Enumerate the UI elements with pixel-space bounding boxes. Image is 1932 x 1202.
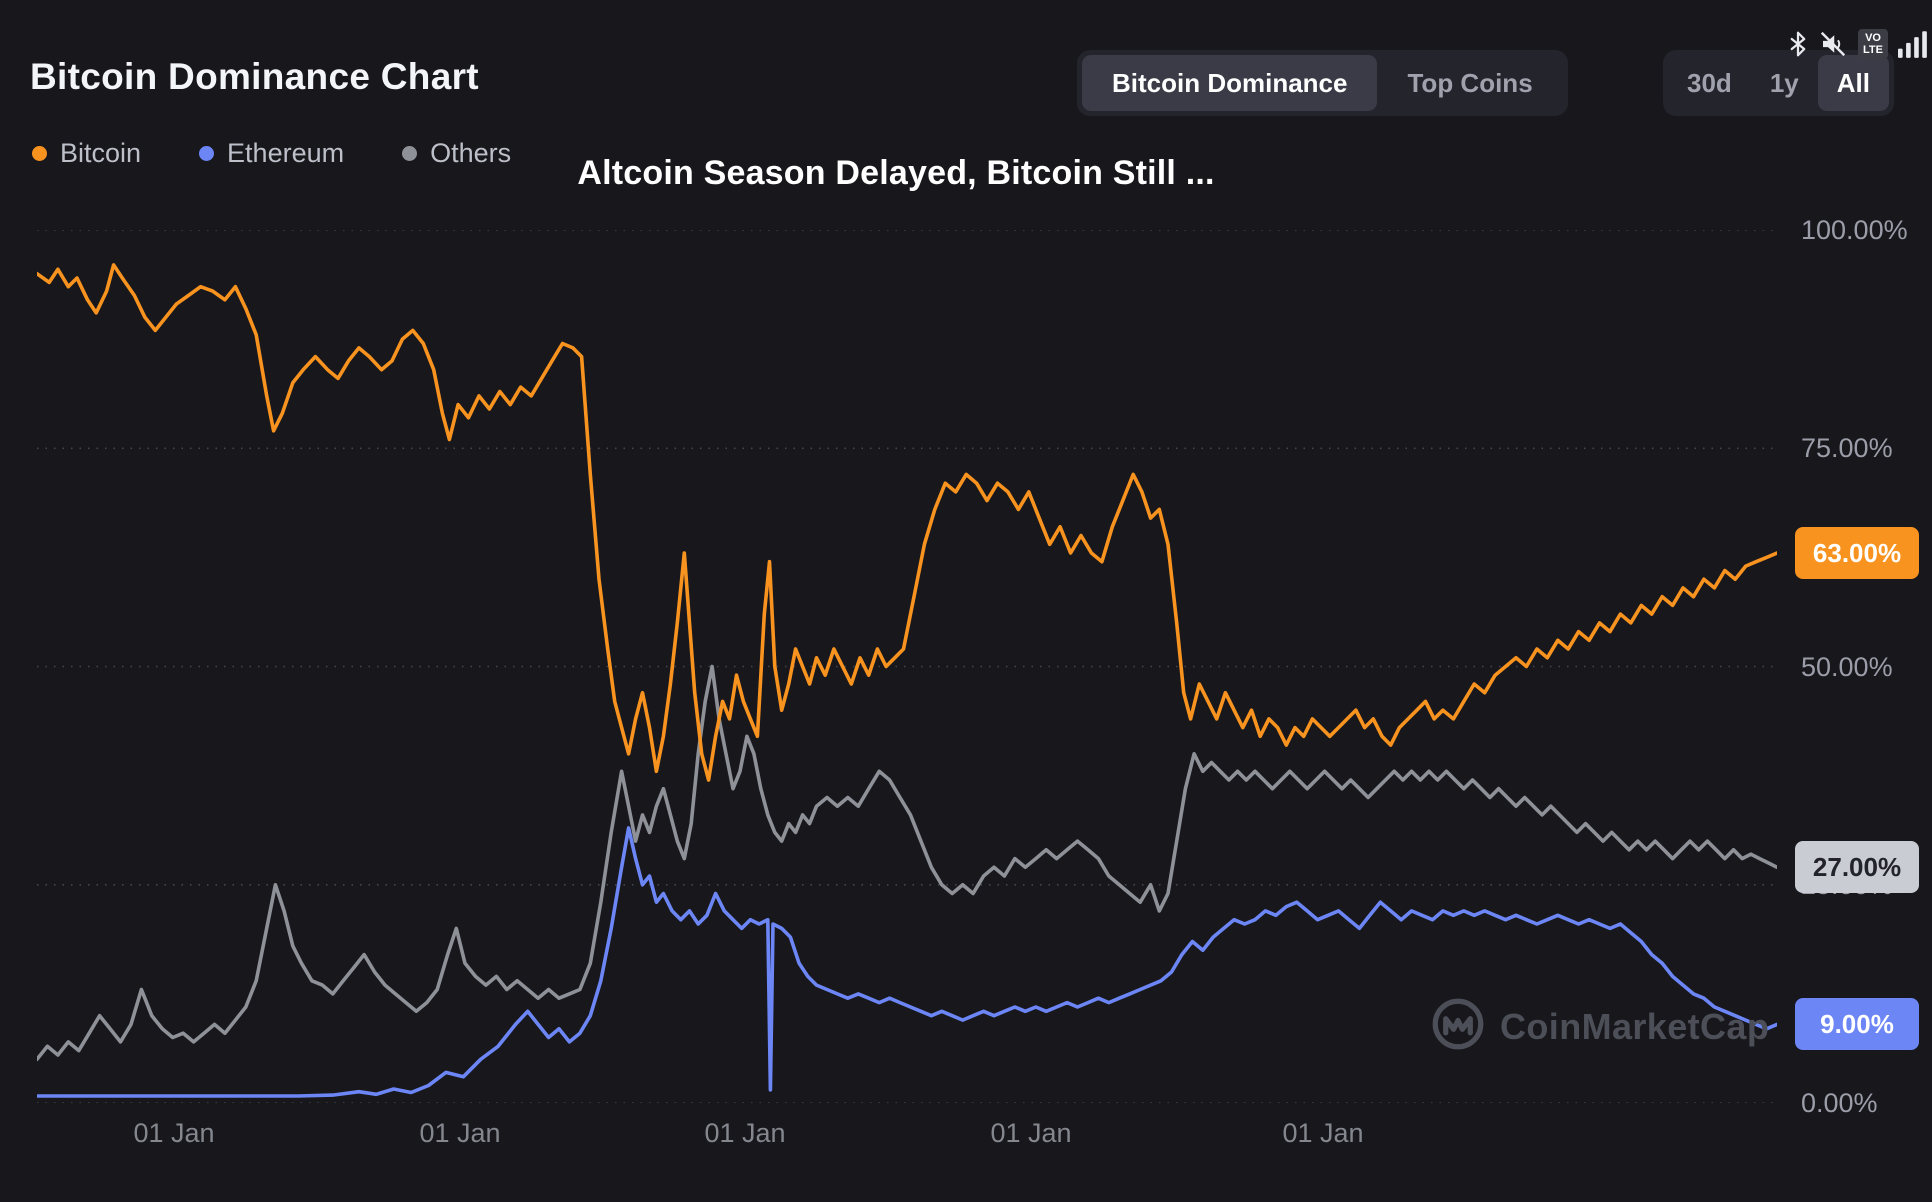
range-toggle-group: 30d 1y All	[1663, 50, 1894, 116]
view-toggle-group: Bitcoin Dominance Top Coins	[1077, 50, 1568, 116]
last-value-badges: 63.00% 9.00% 27.00%	[1795, 230, 1919, 1103]
page-title: Bitcoin Dominance Chart	[30, 56, 479, 97]
signal-icon	[1898, 30, 1928, 58]
range-all-button[interactable]: All	[1817, 55, 1889, 111]
coinmarketcap-logo-icon	[1430, 996, 1486, 1057]
chart-plot-area	[37, 230, 1777, 1103]
mute-icon	[1818, 29, 1848, 59]
bitcoin-dot-icon	[32, 146, 47, 161]
series-line-ethereum	[37, 826, 1777, 1098]
series-line-others	[37, 664, 1777, 1062]
y-tick-label-100: 100.00%	[1801, 215, 1908, 245]
range-30d-button[interactable]: 30d	[1668, 55, 1751, 111]
x-tick-label-3: 01 Jan	[990, 1118, 1072, 1148]
ethereum-dot-icon	[199, 146, 215, 161]
chart-headline: Altcoin Season Delayed, Bitcoin Still ..…	[577, 154, 1215, 192]
range-1y-button[interactable]: 1y	[1751, 55, 1818, 111]
y-tick-label-50: 50.00%	[1801, 652, 1893, 682]
y-tick-label-0: 0.00%	[1801, 1088, 1878, 1118]
series-line-bitcoin	[37, 263, 1777, 782]
legend-item-others[interactable]: Others	[402, 138, 511, 169]
dominance-chart[interactable]	[37, 230, 1777, 1103]
volte-icon: VO LTE	[1858, 29, 1888, 59]
legend-label: Others	[430, 138, 512, 168]
x-axis-labels: 01 Jan 01 Jan 01 Jan 01 Jan 01 Jan	[37, 1118, 1777, 1152]
bluetooth-icon	[1788, 28, 1808, 60]
chart-legend: Bitcoin Ethereum Others	[32, 138, 511, 169]
value-badge-others: 27.00%	[1795, 841, 1919, 893]
watermark-text: CoinMarketCap	[1500, 1005, 1770, 1047]
legend-label: Ethereum	[227, 138, 345, 168]
tab-bitcoin-dominance[interactable]: Bitcoin Dominance	[1082, 55, 1378, 111]
value-badge-bitcoin: 63.00%	[1795, 527, 1919, 579]
legend-label: Bitcoin	[60, 138, 142, 168]
tab-top-coins[interactable]: Top Coins	[1377, 55, 1562, 111]
x-tick-label-4: 01 Jan	[1282, 1118, 1364, 1148]
x-tick-label-0: 01 Jan	[133, 1118, 215, 1148]
x-tick-label-1: 01 Jan	[419, 1118, 501, 1148]
legend-item-bitcoin[interactable]: Bitcoin	[32, 138, 141, 169]
status-bar-icons: VO LTE	[1788, 28, 1928, 60]
legend-item-ethereum[interactable]: Ethereum	[199, 138, 344, 169]
coinmarketcap-watermark: CoinMarketCap	[1430, 996, 1769, 1057]
y-tick-label-75: 75.00%	[1801, 433, 1893, 463]
value-badge-ethereum: 9.00%	[1795, 998, 1919, 1050]
others-dot-icon	[402, 146, 418, 161]
x-tick-label-2: 01 Jan	[704, 1118, 786, 1148]
